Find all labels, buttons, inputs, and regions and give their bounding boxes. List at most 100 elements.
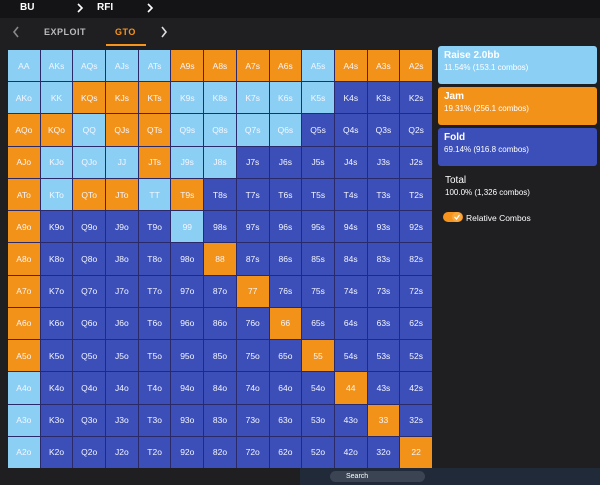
hand-cell[interactable]: QJo xyxy=(73,146,106,178)
hand-cell[interactable]: AKo xyxy=(8,82,40,114)
hand-cell[interactable]: K7o xyxy=(40,275,73,307)
hand-cell[interactable]: 99 xyxy=(171,211,204,243)
hand-cell[interactable]: 75s xyxy=(302,275,334,307)
hand-cell[interactable]: 74o xyxy=(236,372,269,404)
hand-cell[interactable]: A8o xyxy=(8,243,40,275)
hand-cell[interactable]: 44 xyxy=(334,372,367,404)
hand-cell[interactable]: 66 xyxy=(269,307,302,340)
hand-cell[interactable]: 54o xyxy=(302,372,334,404)
hand-cell[interactable]: 97o xyxy=(171,275,204,307)
hand-cell[interactable]: QTo xyxy=(73,178,106,211)
hand-cell[interactable]: 73o xyxy=(236,404,269,436)
hand-cell[interactable]: Q3o xyxy=(73,404,106,436)
hand-cell[interactable]: 65s xyxy=(302,307,334,340)
hand-cell[interactable]: AA xyxy=(8,50,40,82)
hand-cell[interactable]: T8o xyxy=(138,243,171,275)
hand-cell[interactable]: Q2s xyxy=(400,114,432,146)
hand-cell[interactable]: 76s xyxy=(269,275,302,307)
hand-cell[interactable]: TT xyxy=(138,178,171,211)
hand-cell[interactable]: 85o xyxy=(204,340,236,372)
hand-cell[interactable]: A5o xyxy=(8,340,40,372)
hand-cell[interactable]: 92o xyxy=(171,436,204,468)
hand-cell[interactable]: K3o xyxy=(40,404,73,436)
hand-cell[interactable]: JTo xyxy=(106,178,138,211)
hand-cell[interactable]: 97s xyxy=(236,211,269,243)
hand-cell[interactable]: 33 xyxy=(367,404,400,436)
hand-cell[interactable]: 93s xyxy=(367,211,400,243)
hand-cell[interactable]: KJs xyxy=(106,82,138,114)
hand-cell[interactable]: 98o xyxy=(171,243,204,275)
hand-cell[interactable]: A7o xyxy=(8,275,40,307)
hand-cell[interactable]: 65o xyxy=(269,340,302,372)
hand-cell[interactable]: 96o xyxy=(171,307,204,340)
hand-cell[interactable]: 32s xyxy=(400,404,432,436)
hand-cell[interactable]: Q8o xyxy=(73,243,106,275)
hand-cell[interactable]: 83o xyxy=(204,404,236,436)
hand-cell[interactable]: 98s xyxy=(204,211,236,243)
hand-cell[interactable]: 53s xyxy=(367,340,400,372)
hand-cell[interactable]: JJ xyxy=(106,146,138,178)
hand-cell[interactable]: 88 xyxy=(204,243,236,275)
hand-cell[interactable]: ATo xyxy=(8,178,40,211)
hand-cell[interactable]: K9o xyxy=(40,211,73,243)
hand-cell[interactable]: Q5o xyxy=(73,340,106,372)
hand-cell[interactable]: 32o xyxy=(367,436,400,468)
hand-cell[interactable]: K4s xyxy=(334,82,367,114)
hand-cell[interactable]: 95o xyxy=(171,340,204,372)
hand-cell[interactable]: 73s xyxy=(367,275,400,307)
hand-cell[interactable]: K8s xyxy=(204,82,236,114)
hand-cell[interactable]: T3o xyxy=(138,404,171,436)
hand-cell[interactable]: A6s xyxy=(269,50,302,82)
hand-cell[interactable]: J9o xyxy=(106,211,138,243)
hand-cell[interactable]: 83s xyxy=(367,243,400,275)
hand-cell[interactable]: 75o xyxy=(236,340,269,372)
hand-cell[interactable]: A3o xyxy=(8,404,40,436)
hand-cell[interactable]: Q4o xyxy=(73,372,106,404)
hand-cell[interactable]: J7o xyxy=(106,275,138,307)
hand-cell[interactable]: 53o xyxy=(302,404,334,436)
search-box[interactable]: Search xyxy=(330,471,425,482)
spot[interactable]: RFI xyxy=(97,2,114,13)
hand-cell[interactable]: KTo xyxy=(40,178,73,211)
hand-cell[interactable]: A3s xyxy=(367,50,400,82)
hand-cell[interactable]: Q6o xyxy=(73,307,106,340)
next-arrow[interactable] xyxy=(160,26,168,38)
hand-cell[interactable]: Q9o xyxy=(73,211,106,243)
hand-cell[interactable]: 76o xyxy=(236,307,269,340)
hand-cell[interactable]: AKs xyxy=(40,50,73,82)
hand-cell[interactable]: K6o xyxy=(40,307,73,340)
hand-cell[interactable]: J5s xyxy=(302,146,334,178)
hand-cell[interactable]: QJs xyxy=(106,114,138,146)
hand-cell[interactable]: A9o xyxy=(8,211,40,243)
position[interactable]: BU xyxy=(20,2,35,13)
hand-cell[interactable]: T5s xyxy=(302,178,334,211)
hand-cell[interactable]: A8s xyxy=(204,50,236,82)
hand-cell[interactable]: T5o xyxy=(138,340,171,372)
hand-cell[interactable]: Q2o xyxy=(73,436,106,468)
hand-cell[interactable]: K9s xyxy=(171,82,204,114)
hand-cell[interactable]: T9s xyxy=(171,178,204,211)
hand-cell[interactable]: 42o xyxy=(334,436,367,468)
hand-cell[interactable]: J6o xyxy=(106,307,138,340)
hand-cell[interactable]: 52o xyxy=(302,436,334,468)
hand-cell[interactable]: KTs xyxy=(138,82,171,114)
hand-cell[interactable]: A5s xyxy=(302,50,334,82)
hand-cell[interactable]: KJo xyxy=(40,146,73,178)
tab[interactable]: EXPLOIT xyxy=(44,27,87,37)
hand-cell[interactable]: T2o xyxy=(138,436,171,468)
hand-cell[interactable]: 72s xyxy=(400,275,432,307)
hand-cell[interactable]: 62s xyxy=(400,307,432,340)
hand-cell[interactable]: J2s xyxy=(400,146,432,178)
hand-cell[interactable]: A2o xyxy=(8,436,40,468)
hand-cell[interactable]: A9s xyxy=(171,50,204,82)
hand-cell[interactable]: K3s xyxy=(367,82,400,114)
hand-cell[interactable]: 94s xyxy=(334,211,367,243)
hand-cell[interactable]: Q4s xyxy=(334,114,367,146)
hand-cell[interactable]: AQo xyxy=(8,114,40,146)
hand-cell[interactable]: 93o xyxy=(171,404,204,436)
hand-cell[interactable]: T4o xyxy=(138,372,171,404)
hand-cell[interactable]: K2o xyxy=(40,436,73,468)
hand-cell[interactable]: KQo xyxy=(40,114,73,146)
hand-cell[interactable]: J6s xyxy=(269,146,302,178)
hand-cell[interactable]: 52s xyxy=(400,340,432,372)
